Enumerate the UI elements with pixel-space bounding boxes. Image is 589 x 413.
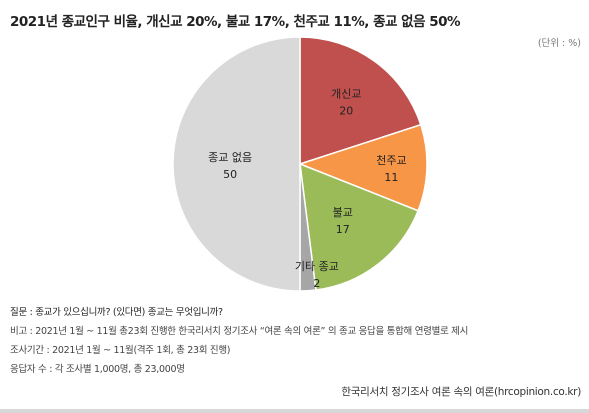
chart-title: 2021년 종교인구 비율, 개신교 20%, 불교 17%, 천주교 11%,… xyxy=(10,14,461,30)
slice-value: 2 xyxy=(313,277,320,290)
pie-slice xyxy=(297,123,428,212)
slice-label: 불교 xyxy=(333,206,353,219)
slice-label: 천주교 xyxy=(376,153,406,167)
question-note: 질문 : 종교가 있으십니까? (있다면) 종교는 무엇입니까? xyxy=(10,307,223,318)
slice-value: 11 xyxy=(384,171,398,184)
bottom-divider xyxy=(0,409,589,413)
pie-slice xyxy=(299,162,420,291)
slice-value: 20 xyxy=(339,104,353,117)
slice-label: 기타 종교 xyxy=(295,260,339,273)
notes: 질문 : 종교가 있으십니까? (있다면) 종교는 무엇입니까? 비고 : 20… xyxy=(10,303,468,379)
period-note: 조사기간 : 2021년 1월 ~ 11월(격주 1회, 총 23회 진행) xyxy=(10,345,231,356)
respondents-note: 응답자 수 : 각 조사별 1,000명, 총 23,000명 xyxy=(10,364,185,375)
slice-label: 종교 없음 xyxy=(208,151,252,164)
slice-label: 개신교 xyxy=(331,87,361,100)
unit-label: (단위 : %) xyxy=(537,38,581,49)
slice-value: 17 xyxy=(336,223,350,236)
slice-value: 50 xyxy=(223,168,237,181)
pie-slice xyxy=(299,36,422,166)
pie-chart: 개신교 20 천주교 11 불교 17 기타 종교 2 종교 없음 50 xyxy=(172,36,428,292)
remark-note: 비고 : 2021년 1월 ~ 11월 총23회 진행한 한국리서치 정기조사 … xyxy=(10,326,469,337)
pie-slice xyxy=(172,36,301,292)
source-credit: 한국리서치 정기조사 여론 속의 여론(hrcopinion.co.kr) xyxy=(341,386,581,398)
